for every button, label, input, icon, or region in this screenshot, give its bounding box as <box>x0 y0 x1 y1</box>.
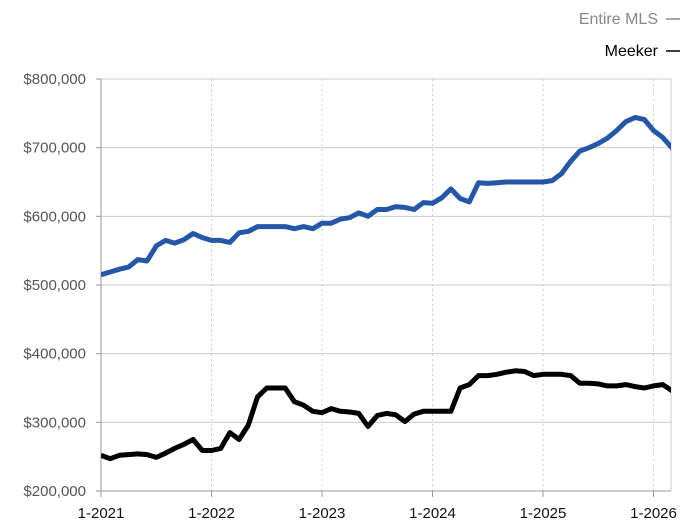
y-tick-label: $800,000 <box>23 71 86 88</box>
y-tick-label: $600,000 <box>23 208 86 225</box>
x-tick-label: 1-2023 <box>299 505 346 522</box>
legend-label-entire-mls: Entire MLS <box>579 11 658 28</box>
y-tick-label: $300,000 <box>23 414 86 431</box>
y-tick-label: $700,000 <box>23 140 86 157</box>
x-tick-label: 1-2025 <box>520 505 567 522</box>
x-tick-label: 1-2021 <box>78 505 125 522</box>
x-axis-labels: 1-2021 1-2022 1-2023 1-2024 1-2025 1-2026 <box>78 505 677 522</box>
series-line-meeker <box>101 368 671 462</box>
legend: Entire MLS Meeker <box>579 11 680 60</box>
axes <box>96 78 671 497</box>
x-tick-label: 1-2026 <box>630 505 677 522</box>
series-layer <box>101 115 671 462</box>
y-tick-label: $200,000 <box>23 483 86 500</box>
x-tick-label: 1-2022 <box>188 505 235 522</box>
x-tick-label: 1-2024 <box>409 505 456 522</box>
y-axis-labels: $200,000 $300,000 $400,000 $500,000 $600,000… <box>23 71 86 500</box>
grid-lines <box>101 78 672 491</box>
y-tick-label: $500,000 <box>23 277 86 294</box>
legend-label-meeker: Meeker <box>605 43 659 60</box>
series-line-entire-mls <box>101 115 671 278</box>
y-tick-label: $400,000 <box>23 346 86 363</box>
